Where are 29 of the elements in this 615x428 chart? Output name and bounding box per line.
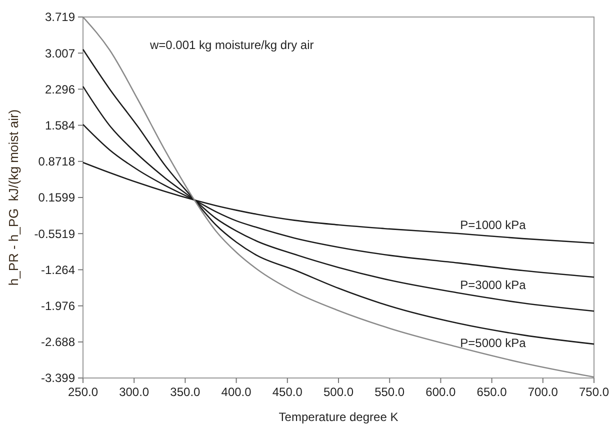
y-tick-label: -2.688: [40, 335, 76, 350]
y-axis-title: h_PR - h_PG kJ/(kg moist air): [6, 109, 21, 286]
y-tick-label: -3.399: [40, 371, 76, 386]
annotation: P=1000 kPa: [460, 218, 526, 232]
y-tick-label: -1.976: [40, 299, 76, 314]
x-tick-label: 650.0: [476, 385, 508, 399]
y-tick-label: 3.719: [44, 10, 76, 24]
annotation: P=3000 kPa: [460, 278, 526, 292]
y-tick-label: 2.296: [44, 82, 76, 96]
line-series: [82, 16, 595, 378]
y-tick-label: -0.5519: [34, 226, 76, 241]
x-tick-label: 450.0: [272, 385, 303, 399]
annotation: P=5000 kPa: [460, 336, 526, 350]
x-tick-label: 250.0: [68, 385, 98, 399]
x-axis-title: Temperature degree K: [278, 410, 398, 424]
x-tick-label: 600.0: [426, 385, 456, 399]
x-tick-label: 750.0: [578, 385, 610, 399]
y-tick-label: -1.264: [40, 262, 76, 277]
x-tick-label: 350.0: [170, 385, 201, 399]
x-tick-label: 700.0: [528, 385, 558, 399]
x-tick-label: 500.0: [323, 385, 354, 399]
annotation: w=0.001 kg moisture/kg dry air: [149, 38, 314, 52]
y-tick-label: 3.007: [44, 46, 76, 60]
y-tick-label: 0.8718: [38, 154, 76, 169]
y-tick-label: 1.584: [44, 118, 76, 132]
x-tick-label: 550.0: [374, 385, 405, 399]
x-tick-label: 300.0: [119, 385, 150, 399]
y-tick-label: 0.1599: [38, 190, 76, 205]
x-tick-label: 400.0: [221, 385, 252, 399]
